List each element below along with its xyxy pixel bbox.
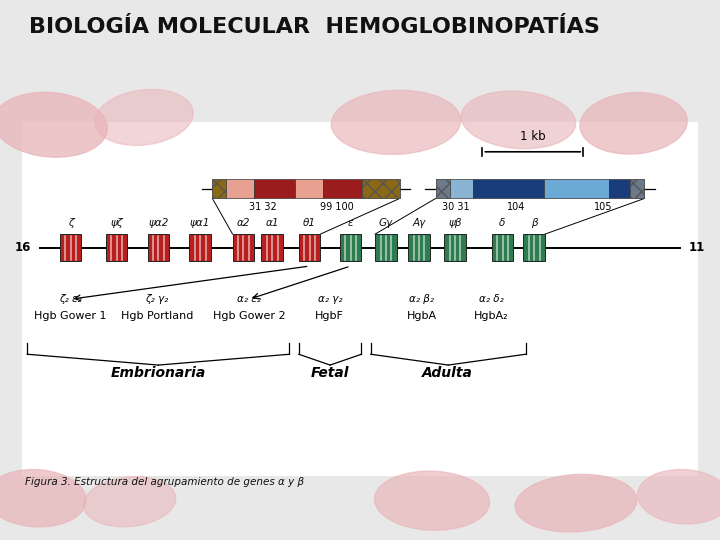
Text: θ1: θ1 (303, 218, 316, 228)
Bar (544, 179, 609, 199)
Text: Hgb Portland: Hgb Portland (121, 312, 193, 321)
Ellipse shape (331, 90, 461, 154)
Bar (408, 234, 430, 261)
Text: β: β (531, 218, 538, 228)
Text: δ: δ (500, 218, 505, 228)
Bar (444, 234, 466, 261)
FancyBboxPatch shape (22, 122, 698, 476)
Text: 31 32: 31 32 (249, 202, 276, 212)
Text: Gγ: Gγ (379, 218, 393, 228)
Text: Figura 3. Estructura del agrupamiento de genes α y β: Figura 3. Estructura del agrupamiento de… (25, 477, 305, 487)
Bar (436, 179, 450, 199)
Text: α₂ δ₂: α₂ δ₂ (479, 294, 503, 304)
Text: BIOLOGÍA MOLECULAR  HEMOGLOBINOPATÍAS: BIOLOGÍA MOLECULAR HEMOGLOBINOPATÍAS (29, 17, 600, 37)
Bar (323, 179, 362, 199)
Text: ψβ: ψβ (449, 218, 462, 228)
Text: Hgb Gower 2: Hgb Gower 2 (213, 312, 285, 321)
Text: ζ₂ ε₂: ζ₂ ε₂ (59, 294, 82, 304)
Bar (60, 234, 81, 261)
Text: 11: 11 (689, 241, 706, 254)
Text: Aγ: Aγ (413, 218, 426, 228)
Text: ζ: ζ (68, 218, 73, 228)
Ellipse shape (462, 91, 575, 148)
Bar (261, 234, 283, 261)
Text: α₂ ε₂: α₂ ε₂ (237, 294, 261, 304)
Bar (492, 234, 513, 261)
Text: ε: ε (348, 218, 354, 228)
Bar (253, 179, 294, 199)
Bar (294, 179, 323, 199)
Bar (340, 234, 361, 261)
Text: 16: 16 (14, 241, 31, 254)
Text: Hgb Gower 1: Hgb Gower 1 (35, 312, 107, 321)
Bar (189, 234, 211, 261)
Ellipse shape (95, 90, 193, 145)
Bar (148, 234, 169, 261)
Bar (362, 179, 400, 199)
Text: 1 kb: 1 kb (520, 130, 546, 143)
Text: α2: α2 (237, 218, 250, 228)
Ellipse shape (0, 92, 107, 157)
Bar (375, 234, 397, 261)
Text: Adulta: Adulta (423, 366, 473, 380)
Bar (630, 179, 644, 199)
Text: α1: α1 (266, 218, 279, 228)
Text: ψα2: ψα2 (148, 218, 168, 228)
Bar (362, 179, 400, 199)
Text: HgbA: HgbA (407, 312, 437, 321)
Text: HgbF: HgbF (315, 312, 344, 321)
Text: α₂ γ₂: α₂ γ₂ (318, 294, 342, 304)
Ellipse shape (580, 92, 687, 154)
Bar (233, 234, 254, 261)
Text: ζ₂ γ₂: ζ₂ γ₂ (145, 294, 168, 304)
Bar (106, 234, 127, 261)
Text: α₂ β₂: α₂ β₂ (410, 294, 434, 304)
Bar (450, 179, 473, 199)
Bar (225, 179, 253, 199)
Text: Fetal: Fetal (310, 366, 349, 380)
Text: 105: 105 (594, 202, 613, 212)
Text: ψα1: ψα1 (190, 218, 210, 228)
Text: HgbA₂: HgbA₂ (474, 312, 508, 321)
Bar (212, 179, 225, 199)
Ellipse shape (84, 476, 176, 527)
Text: 30 31: 30 31 (442, 202, 469, 212)
Bar (473, 179, 544, 199)
Text: 104: 104 (507, 202, 526, 212)
Ellipse shape (374, 471, 490, 530)
Bar (436, 179, 450, 199)
Text: Embrionaria: Embrionaria (111, 366, 206, 380)
Bar (609, 179, 630, 199)
Ellipse shape (637, 469, 720, 524)
Bar (299, 234, 320, 261)
Bar (630, 179, 644, 199)
Text: ψζ: ψζ (110, 218, 123, 228)
Bar (212, 179, 225, 199)
Bar (523, 234, 545, 261)
Ellipse shape (515, 474, 637, 532)
Ellipse shape (0, 470, 86, 527)
Text: 99 100: 99 100 (320, 202, 354, 212)
